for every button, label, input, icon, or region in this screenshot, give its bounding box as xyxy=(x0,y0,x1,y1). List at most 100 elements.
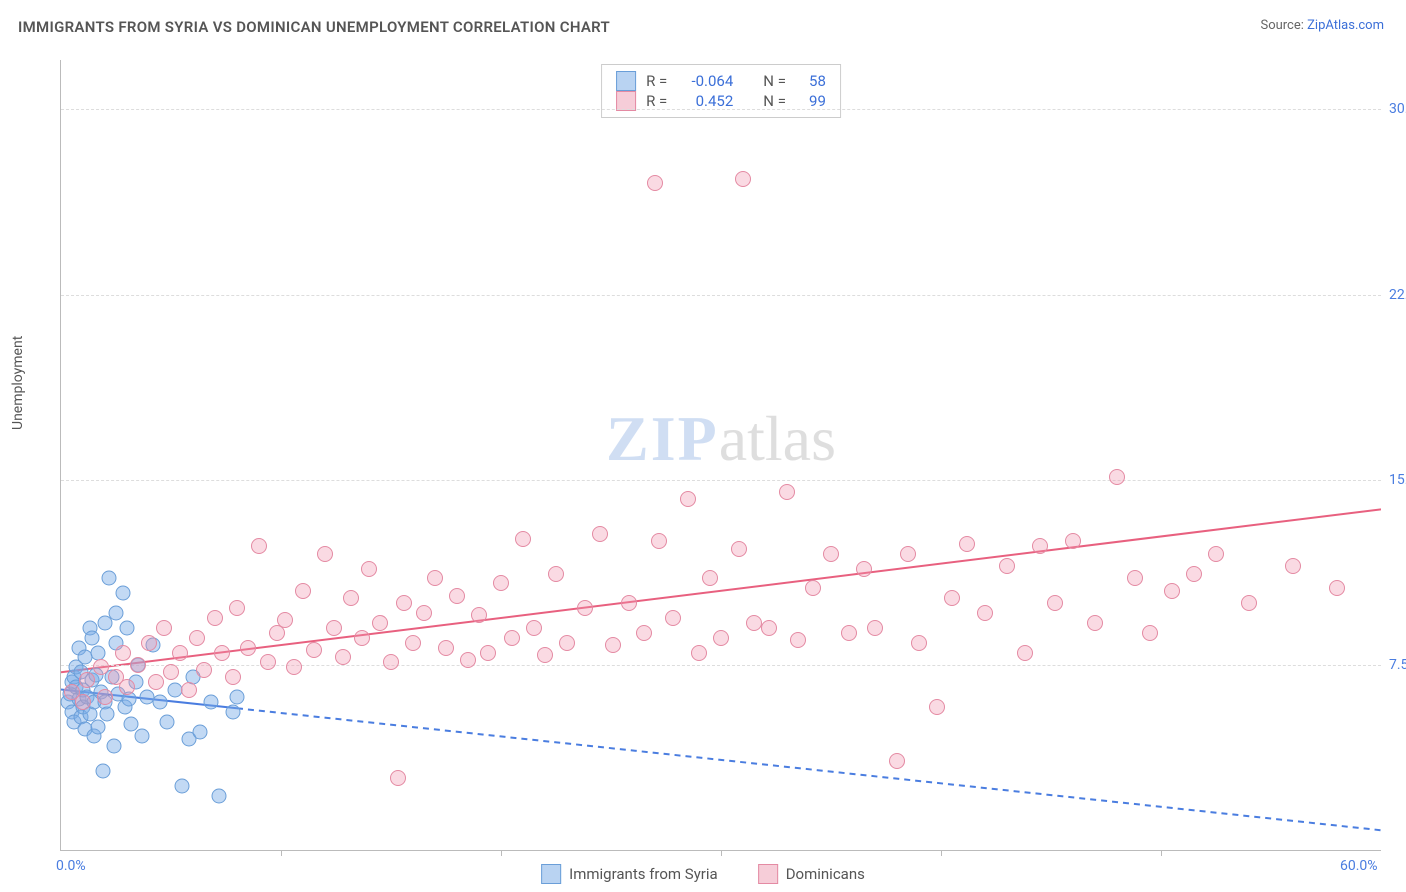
data-point xyxy=(97,689,113,705)
data-point xyxy=(343,590,359,606)
x-axis-max-label: 60.0% xyxy=(1340,858,1378,874)
data-point xyxy=(1241,595,1257,611)
series-name: Dominicans xyxy=(786,865,865,883)
data-point xyxy=(731,541,747,557)
data-point xyxy=(944,590,960,606)
data-point xyxy=(977,605,993,621)
data-point xyxy=(526,620,542,636)
data-point xyxy=(172,645,188,661)
data-point xyxy=(691,645,707,661)
data-point xyxy=(405,635,421,651)
data-point xyxy=(889,753,905,769)
data-point xyxy=(790,632,806,648)
data-point xyxy=(153,694,168,709)
chart-title: IMMIGRANTS FROM SYRIA VS DOMINICAN UNEMP… xyxy=(18,18,610,36)
data-point xyxy=(548,566,564,582)
source-link[interactable]: ZipAtlas.com xyxy=(1307,18,1384,33)
data-point xyxy=(175,778,190,793)
n-label: N = xyxy=(763,92,786,110)
data-point xyxy=(326,620,342,636)
data-point xyxy=(416,605,432,621)
data-point xyxy=(1208,546,1224,562)
data-point xyxy=(196,662,212,678)
data-point xyxy=(141,635,157,651)
data-point xyxy=(665,610,681,626)
data-point xyxy=(735,171,751,187)
data-point xyxy=(230,689,245,704)
r-value: 0.452 xyxy=(677,92,733,110)
data-point xyxy=(1127,570,1143,586)
data-point xyxy=(537,647,553,663)
data-point xyxy=(856,561,872,577)
data-point xyxy=(929,699,945,715)
source-prefix: Source: xyxy=(1260,18,1307,33)
data-point xyxy=(361,561,377,577)
series-legend: Immigrants from SyriaDominicans xyxy=(541,864,865,884)
trend-line-extrapolated xyxy=(237,708,1381,830)
data-point xyxy=(841,625,857,641)
r-label: R = xyxy=(646,92,667,110)
data-point xyxy=(91,719,106,734)
data-point xyxy=(181,682,197,698)
data-point xyxy=(999,558,1015,574)
data-point xyxy=(1285,558,1301,574)
data-point xyxy=(79,672,95,688)
data-point xyxy=(1047,595,1063,611)
data-point xyxy=(867,620,883,636)
data-point xyxy=(251,538,267,554)
data-point xyxy=(84,630,99,645)
data-point xyxy=(680,491,696,507)
n-value: 99 xyxy=(796,92,826,110)
data-point xyxy=(120,620,135,635)
data-point xyxy=(102,571,117,586)
data-point xyxy=(335,649,351,665)
data-point xyxy=(504,630,520,646)
x-tick-mark xyxy=(1161,850,1162,856)
data-point xyxy=(317,546,333,562)
source-attribution: Source: ZipAtlas.com xyxy=(1260,18,1384,33)
x-tick-mark xyxy=(941,850,942,856)
data-point xyxy=(91,645,106,660)
data-point xyxy=(761,620,777,636)
data-point xyxy=(1017,645,1033,661)
data-point xyxy=(911,635,927,651)
data-point xyxy=(354,630,370,646)
data-point xyxy=(396,595,412,611)
data-point xyxy=(779,484,795,500)
watermark-atlas: atlas xyxy=(719,403,836,474)
data-point xyxy=(805,580,821,596)
data-point xyxy=(93,659,109,675)
data-point xyxy=(823,546,839,562)
data-point xyxy=(438,640,454,656)
gridline xyxy=(61,295,1381,296)
legend-swatch xyxy=(541,864,561,884)
data-point xyxy=(95,764,110,779)
data-point xyxy=(214,645,230,661)
data-point xyxy=(372,615,388,631)
data-point xyxy=(156,620,172,636)
data-point xyxy=(959,536,975,552)
data-point xyxy=(295,583,311,599)
data-point xyxy=(605,637,621,653)
data-point xyxy=(229,600,245,616)
trend-line xyxy=(61,509,1381,672)
data-point xyxy=(240,640,256,656)
n-label: N = xyxy=(763,72,786,90)
data-point xyxy=(1164,583,1180,599)
data-point xyxy=(746,615,762,631)
data-point xyxy=(1329,580,1345,596)
chart-plot-area: ZIPatlas R =-0.064N =58R =0.452N =99 7.5… xyxy=(60,60,1381,851)
data-point xyxy=(702,570,718,586)
gridline xyxy=(61,109,1381,110)
n-value: 58 xyxy=(796,72,826,90)
data-point xyxy=(636,625,652,641)
legend-swatch xyxy=(616,91,636,111)
data-point xyxy=(460,652,476,668)
data-point xyxy=(515,531,531,547)
data-point xyxy=(449,588,465,604)
data-point xyxy=(163,664,179,680)
data-point xyxy=(1065,533,1081,549)
data-point xyxy=(383,654,399,670)
data-point xyxy=(119,679,135,695)
legend-row: R =-0.064N =58 xyxy=(616,71,826,91)
